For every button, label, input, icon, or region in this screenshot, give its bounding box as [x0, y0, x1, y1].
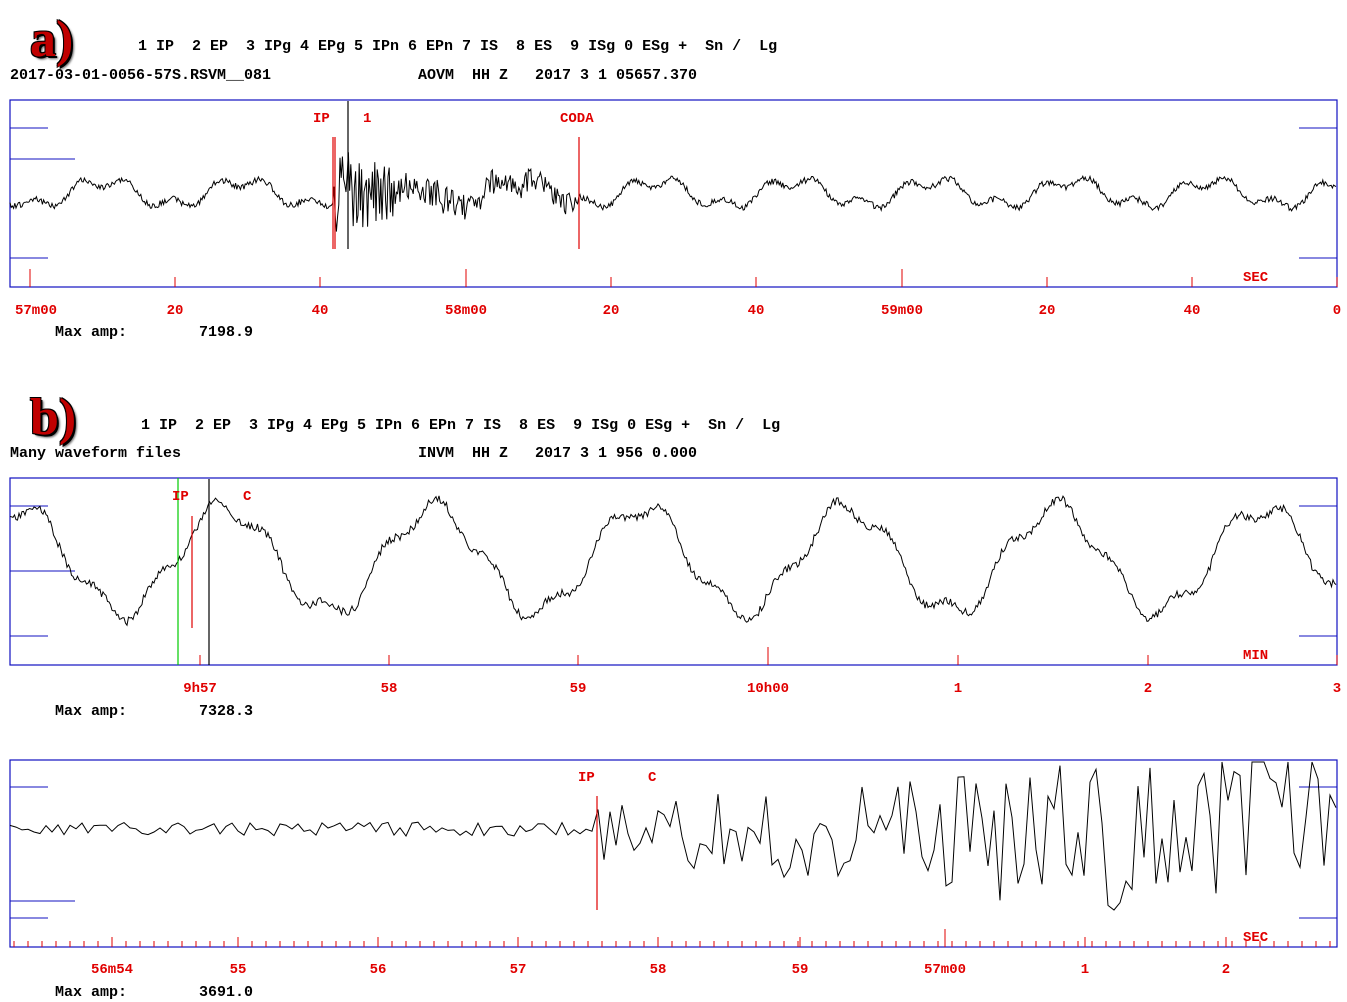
tick-label: 57m00 [924, 962, 966, 978]
station-info-a: AOVM HH Z 2017 3 1 05657.370 [418, 67, 698, 84]
tick-label: 58 [650, 962, 667, 978]
panel-a-label: a) [30, 11, 74, 68]
phase-legend-a: 1 IP 2 EP 3 IPg 4 EPg 5 IPn 6 EPn 7 IS 8… [138, 38, 778, 55]
waveform-trace-2 [9, 761, 1337, 911]
tick-label: 56m54 [91, 962, 133, 978]
tick-label: 10h00 [747, 681, 789, 697]
panel-b-label: b) [30, 389, 77, 446]
waveform-trace-0 [9, 152, 1337, 232]
max-amp-label-c: Max amp: [55, 984, 128, 1001]
tick-label: 20 [167, 303, 184, 319]
station-info-b: INVM HH Z 2017 3 1 956 0.000 [418, 445, 698, 462]
tick-label: 1 [1081, 962, 1089, 978]
tick-label: 59 [570, 681, 587, 697]
waveform-trace-1 [9, 495, 1337, 627]
plot-frame-0 [9, 99, 1338, 288]
pick-label: 1 [363, 111, 371, 127]
tick-label: 57 [510, 962, 527, 978]
tick-label: 40 [312, 303, 329, 319]
tick-label: 58 [381, 681, 398, 697]
phase-legend-b: 1 IP 2 EP 3 IPg 4 EPg 5 IPn 6 EPn 7 IS 8… [141, 417, 781, 434]
tick-label: 59 [792, 962, 809, 978]
pick-label: IP [313, 111, 330, 127]
tick-label: 58m00 [445, 303, 487, 319]
max-amp-value-b: 7328.3 [199, 703, 254, 720]
max-amp-label-b: Max amp: [55, 703, 128, 720]
plot-frame-2 [9, 759, 1338, 948]
pick-label: IP [578, 770, 595, 786]
tick-label: 2 [1144, 681, 1152, 697]
tick-label: 3 [1333, 681, 1341, 697]
tick-label: 20 [1039, 303, 1056, 319]
tick-label: 55 [230, 962, 247, 978]
pick-label: IP [172, 489, 189, 505]
tick-label: 20 [603, 303, 620, 319]
tick-label: 1 [954, 681, 962, 697]
tick-label: 57m00 [15, 303, 57, 319]
time-unit-label: SEC [1243, 930, 1269, 946]
tick-label: 0 [1333, 303, 1341, 319]
time-unit-label: SEC [1243, 270, 1269, 286]
max-amp-label-a: Max amp: [55, 324, 128, 341]
tick-label: 9h57 [183, 681, 217, 697]
tick-label: 2 [1222, 962, 1230, 978]
tick-label: 59m00 [881, 303, 923, 319]
pick-label: C [243, 489, 252, 505]
time-unit-label: MIN [1243, 648, 1268, 664]
max-amp-value-a: 7198.9 [199, 324, 254, 341]
file-name-a: 2017-03-01-0056-57S.RSVM__081 [10, 67, 272, 84]
pick-label: CODA [560, 111, 594, 127]
tick-label: 40 [1184, 303, 1201, 319]
tick-label: 40 [748, 303, 765, 319]
file-name-b: Many waveform files [10, 445, 182, 462]
max-amp-value-c: 3691.0 [199, 984, 254, 1001]
tick-label: 56 [370, 962, 387, 978]
pick-label: C [648, 770, 657, 786]
